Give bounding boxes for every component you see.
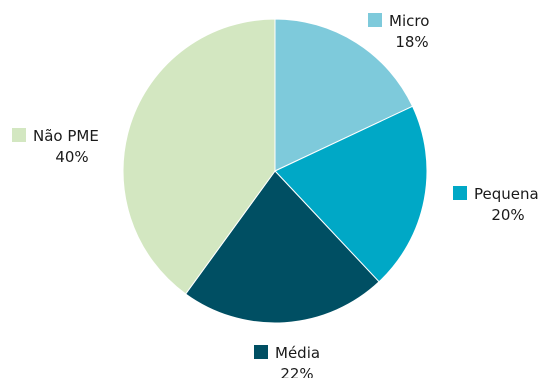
legend-swatch-pequena <box>453 186 467 200</box>
slice-name-pequena: Pequena <box>474 185 539 203</box>
slice-name-micro: Micro <box>389 12 429 30</box>
slice-value-micro: 18% <box>395 33 428 51</box>
slice-labels: Micro 18% Pequena 20% Média 22% Não PME 40% <box>12 12 539 378</box>
slice-name-nao-pme: Não PME <box>33 127 99 145</box>
pie-slice-media <box>184 170 380 324</box>
legend-swatch-micro <box>368 13 382 27</box>
slice-value-nao-pme: 40% <box>55 148 88 166</box>
pie-slice-micro <box>274 18 414 172</box>
pie-slice-pequena <box>274 105 428 283</box>
pie-slices <box>122 18 428 324</box>
pie-slice-nao-pme <box>122 18 276 295</box>
legend-swatch-nao-pme <box>12 128 26 142</box>
slice-name-media: Média <box>275 344 320 362</box>
legend-swatch-media <box>254 345 268 359</box>
slice-value-media: 22% <box>280 365 313 378</box>
slice-value-pequena: 20% <box>491 206 524 224</box>
